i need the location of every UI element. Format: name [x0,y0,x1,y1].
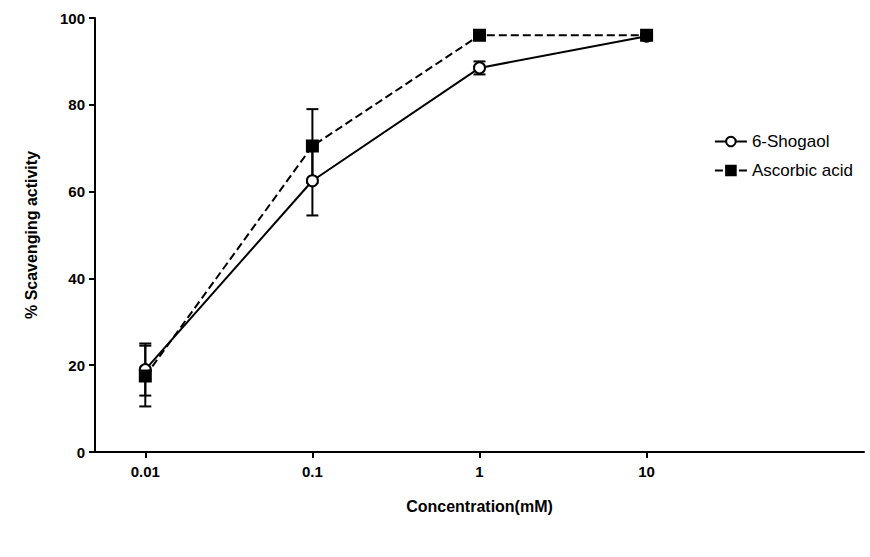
svg-text:1: 1 [475,463,483,480]
svg-text:100: 100 [60,10,85,27]
svg-text:% Scavenging activity: % Scavenging activity [23,151,40,319]
svg-text:0: 0 [77,444,85,461]
svg-text:10: 10 [638,463,655,480]
svg-text:6-Shogaol: 6-Shogaol [752,132,830,151]
svg-text:80: 80 [68,96,85,113]
svg-text:0.01: 0.01 [131,463,160,480]
svg-text:40: 40 [68,270,85,287]
svg-text:Ascorbic acid: Ascorbic acid [752,161,853,180]
svg-text:0.1: 0.1 [302,463,323,480]
svg-text:20: 20 [68,357,85,374]
svg-text:60: 60 [68,183,85,200]
svg-text:Concentration(mM): Concentration(mM) [406,498,553,515]
